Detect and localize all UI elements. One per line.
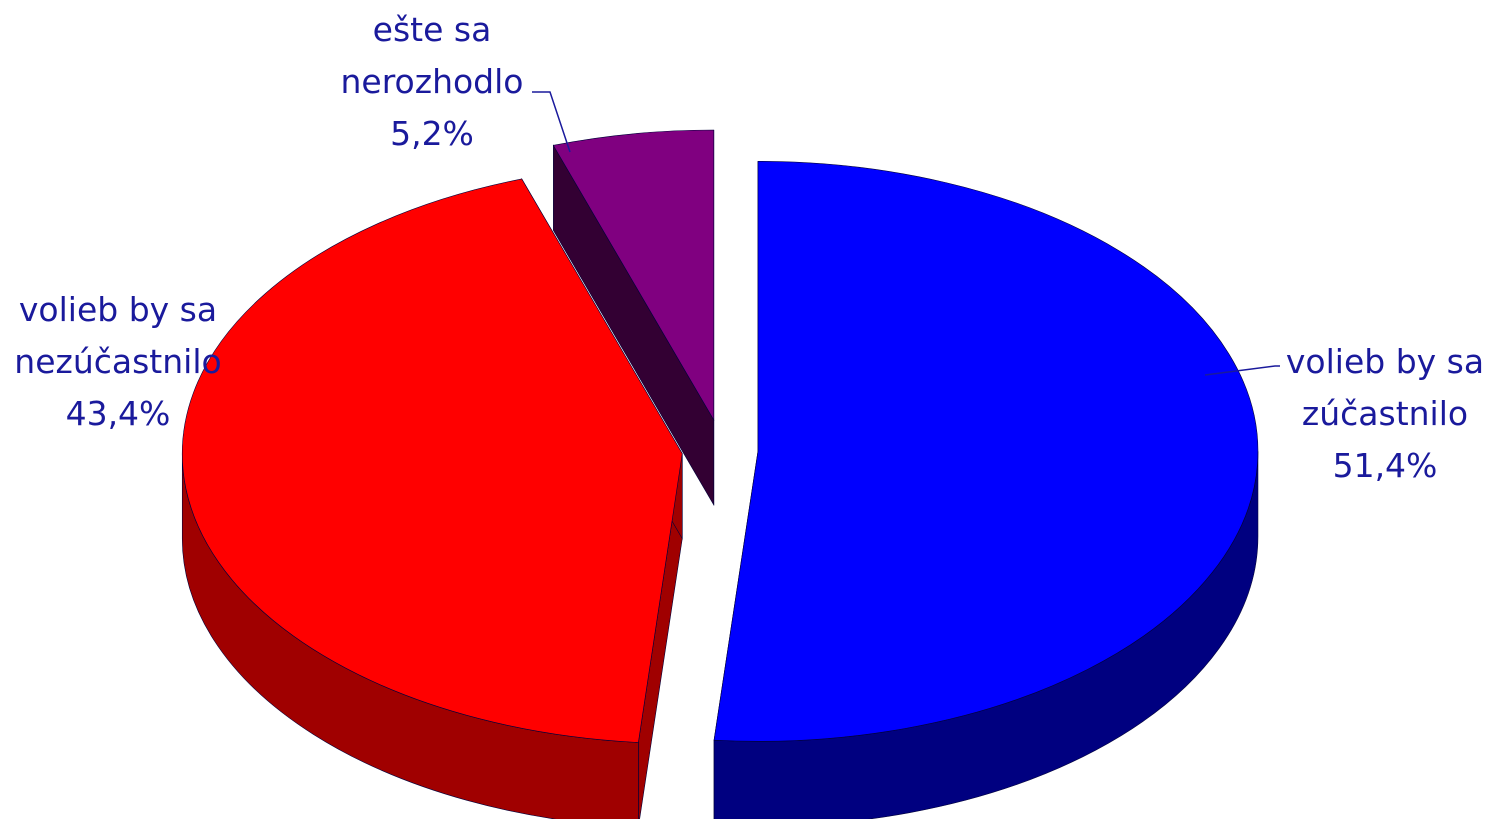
leader-line [1204, 365, 1280, 376]
slice [713, 161, 1259, 742]
category-label: volieb by sa nezúčastnilo [14, 290, 222, 381]
category-label: ešte sa nerozhodlo [340, 10, 524, 101]
value-label: 43,4% [65, 394, 171, 433]
slice [181, 178, 683, 743]
category-label: volieb by sa zúčastnilo [1285, 342, 1485, 433]
slice [552, 129, 715, 422]
value-label: 5,2% [390, 114, 474, 153]
value-label: 51,4% [1332, 446, 1438, 485]
leader-line [532, 91, 571, 153]
slice-label: ešte sa nerozhodlo 5,2% [317, 4, 547, 160]
slice-label: volieb by sa zúčastnilo 51,4% [1265, 336, 1505, 492]
slice-label: volieb by sa nezúčastnilo 43,4% [0, 284, 238, 440]
